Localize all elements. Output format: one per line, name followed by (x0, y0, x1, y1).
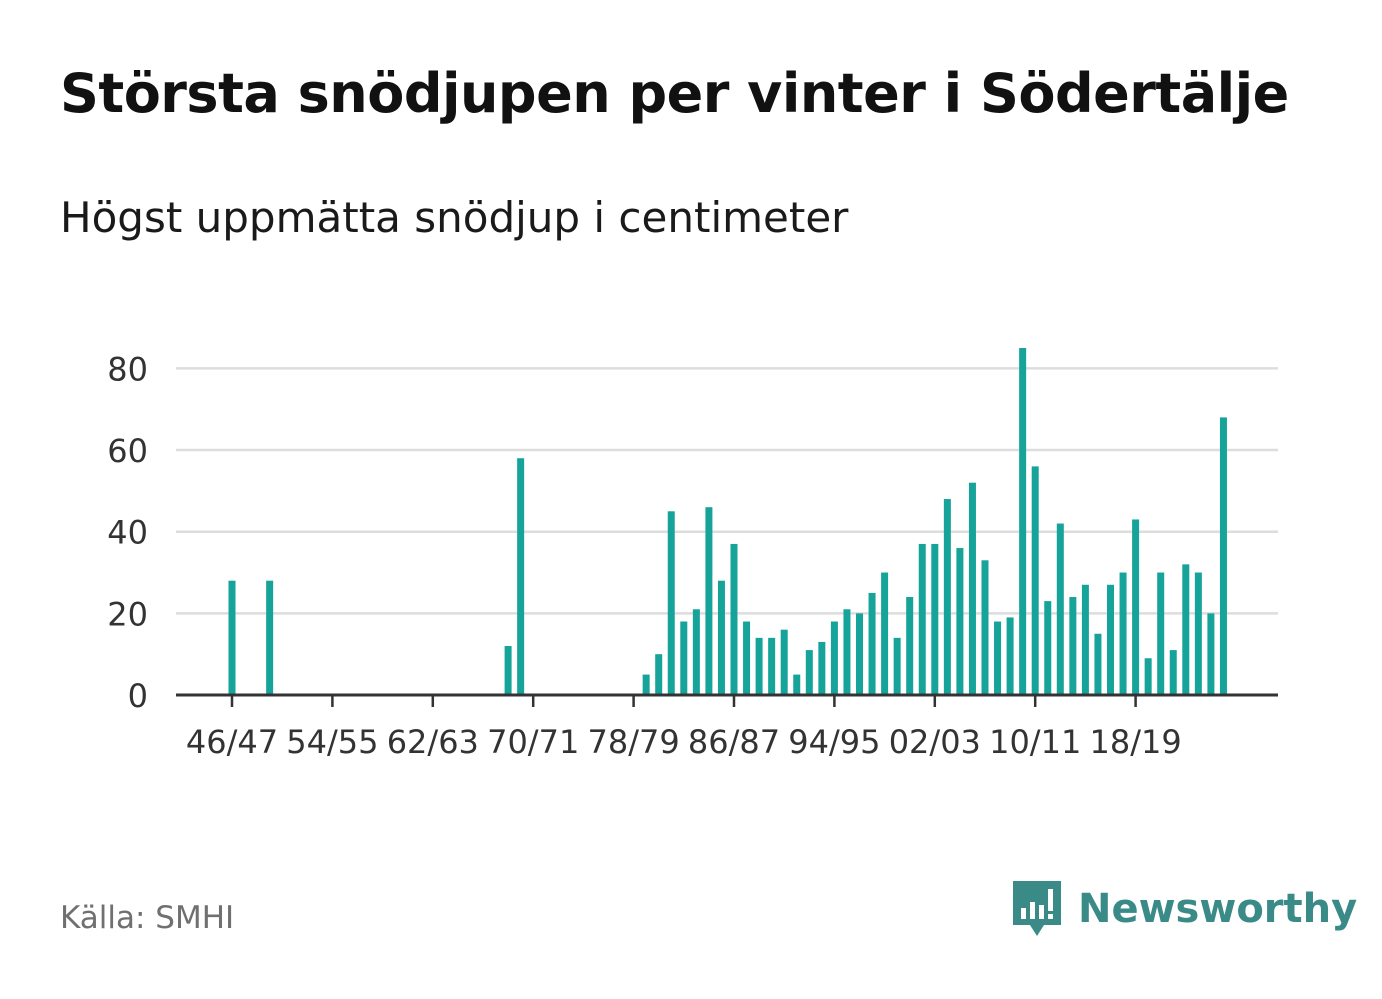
x-tick-label: 86/87 (688, 723, 780, 761)
bar (1044, 601, 1052, 695)
bar (868, 592, 876, 695)
bar (655, 654, 663, 695)
bar (805, 650, 813, 695)
chart-subtitle: Högst uppmätta snödjup i centimeter (60, 193, 849, 242)
bar (1107, 584, 1114, 695)
y-tick-label: 20 (107, 595, 148, 633)
bar (931, 543, 939, 695)
x-tick-label: 46/47 (186, 723, 278, 761)
bar (956, 548, 964, 695)
bar (705, 507, 713, 695)
x-tick-label: 10/11 (989, 723, 1081, 761)
bar (1182, 564, 1190, 695)
brand-name: Newsworthy (1078, 886, 1358, 932)
bar (768, 637, 776, 695)
bar (818, 641, 826, 695)
x-tick-label: 78/79 (587, 723, 679, 761)
x-tick-label: 54/55 (286, 723, 378, 761)
bar (1019, 348, 1027, 695)
bar (1081, 584, 1089, 695)
source-note: Källa: SMHI (60, 900, 235, 936)
x-tick-label: 62/63 (387, 723, 479, 761)
y-tick-label: 60 (107, 432, 148, 470)
newsworthy-logo-icon (1013, 881, 1061, 936)
bar (1056, 523, 1064, 695)
bar (906, 597, 914, 695)
bar (881, 572, 889, 695)
bar (642, 674, 650, 695)
x-tick-label: 94/95 (788, 723, 880, 761)
bar (1132, 519, 1140, 695)
y-tick-label: 80 (107, 350, 148, 388)
bar (843, 609, 851, 695)
bar (1207, 613, 1215, 695)
bar (266, 580, 274, 695)
bar (228, 580, 236, 695)
bar (780, 629, 788, 695)
x-tick-label: 70/71 (487, 723, 579, 761)
bar (1031, 466, 1039, 695)
bar (504, 646, 512, 695)
y-tick-label: 0 (128, 677, 148, 715)
bar (730, 543, 738, 695)
bar (1169, 650, 1177, 695)
bar (830, 621, 838, 695)
bar (1069, 597, 1077, 695)
bar (717, 580, 725, 695)
bar (1194, 572, 1202, 695)
y-tick-label: 40 (107, 514, 148, 552)
bar (793, 674, 801, 695)
bar (1157, 572, 1165, 695)
brand-logo[interactable]: Newsworthy (1010, 878, 1357, 940)
bar (667, 511, 675, 695)
bar (1006, 617, 1014, 695)
bar (692, 609, 700, 695)
bar (1144, 658, 1152, 695)
bar (680, 621, 688, 695)
x-tick-label: 18/19 (1089, 723, 1181, 761)
bar (517, 458, 525, 695)
bar (755, 637, 763, 695)
chart-title: Största snödjupen per vinter i Södertälj… (60, 62, 1289, 125)
bar (994, 621, 1002, 695)
bar (918, 543, 926, 695)
bar (981, 560, 989, 695)
bar (1219, 417, 1227, 695)
bar (1094, 633, 1102, 695)
bar (968, 482, 976, 695)
bar (1119, 572, 1127, 695)
bar (743, 621, 751, 695)
bar (856, 613, 863, 695)
bar (943, 499, 951, 695)
bar (893, 637, 901, 695)
x-tick-label: 02/03 (889, 723, 981, 761)
